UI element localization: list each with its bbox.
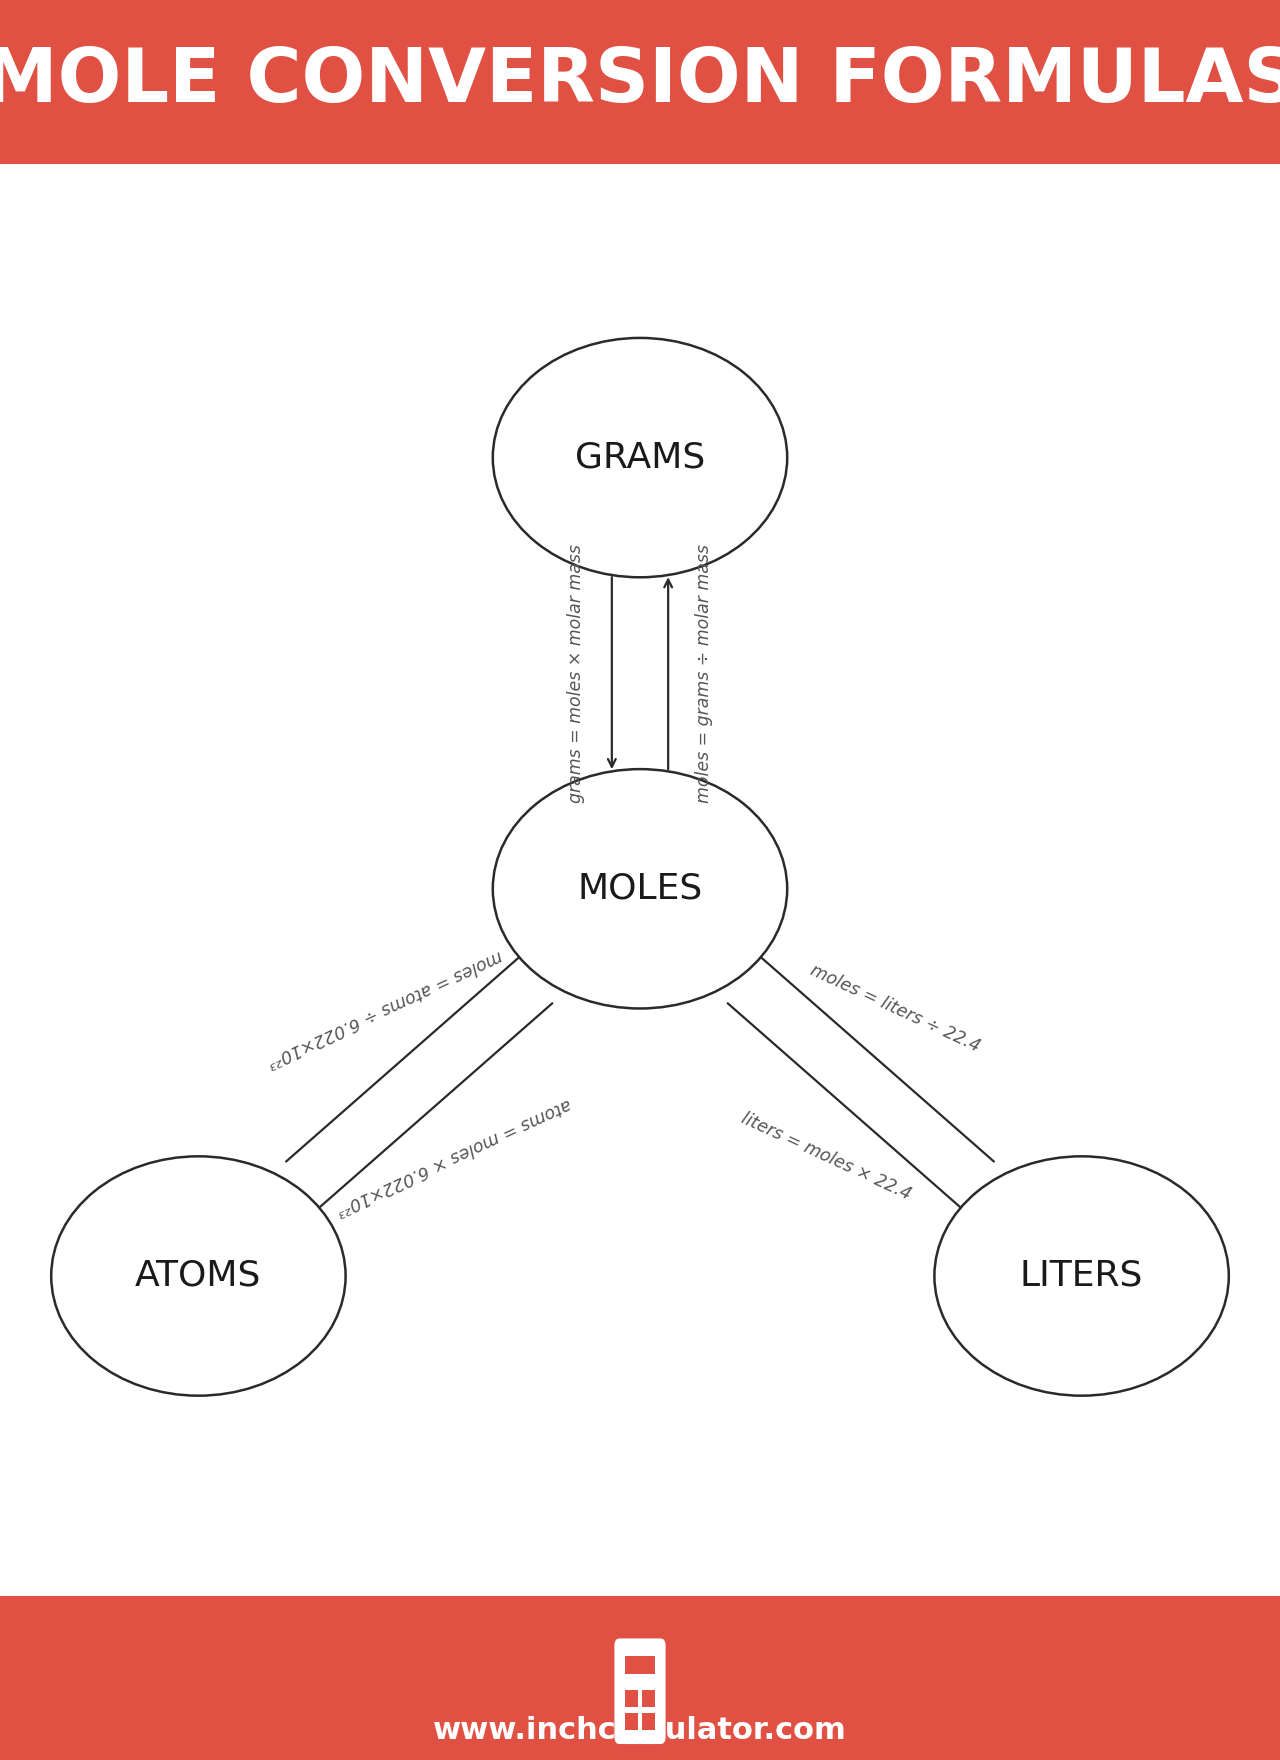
Text: liters = moles × 22.4: liters = moles × 22.4 — [739, 1109, 914, 1204]
Ellipse shape — [934, 1156, 1229, 1396]
Text: atoms = moles × 6.022×10²³: atoms = moles × 6.022×10²³ — [333, 1095, 573, 1220]
Text: MOLES: MOLES — [577, 871, 703, 906]
Ellipse shape — [51, 1156, 346, 1396]
FancyArrowPatch shape — [728, 1003, 968, 1213]
Text: MOLE CONVERSION FORMULAS: MOLE CONVERSION FORMULAS — [0, 46, 1280, 118]
Bar — [643, 1712, 655, 1730]
Bar — [0, 1596, 1280, 1760]
Text: moles = grams ÷ molar mass: moles = grams ÷ molar mass — [695, 544, 713, 803]
Bar — [625, 1712, 637, 1730]
Bar — [0, 0, 1280, 164]
FancyBboxPatch shape — [614, 1639, 666, 1744]
Text: www.inchcalculator.com: www.inchcalculator.com — [433, 1716, 847, 1744]
Bar — [625, 1690, 637, 1707]
Text: ATOMS: ATOMS — [136, 1258, 261, 1294]
Text: moles = atoms ÷ 6.022×10²³: moles = atoms ÷ 6.022×10²³ — [265, 945, 506, 1070]
Text: moles = liters ÷ 22.4: moles = liters ÷ 22.4 — [808, 961, 983, 1056]
Bar — [643, 1690, 655, 1707]
FancyArrowPatch shape — [287, 952, 526, 1162]
Ellipse shape — [493, 769, 787, 1008]
Text: grams = moles × molar mass: grams = moles × molar mass — [567, 544, 585, 803]
Bar — [625, 1656, 655, 1674]
FancyArrowPatch shape — [608, 577, 616, 767]
Text: GRAMS: GRAMS — [575, 440, 705, 475]
FancyArrowPatch shape — [754, 952, 993, 1162]
Text: LITERS: LITERS — [1020, 1258, 1143, 1294]
FancyArrowPatch shape — [312, 1003, 552, 1213]
Ellipse shape — [493, 338, 787, 577]
FancyArrowPatch shape — [664, 579, 672, 769]
